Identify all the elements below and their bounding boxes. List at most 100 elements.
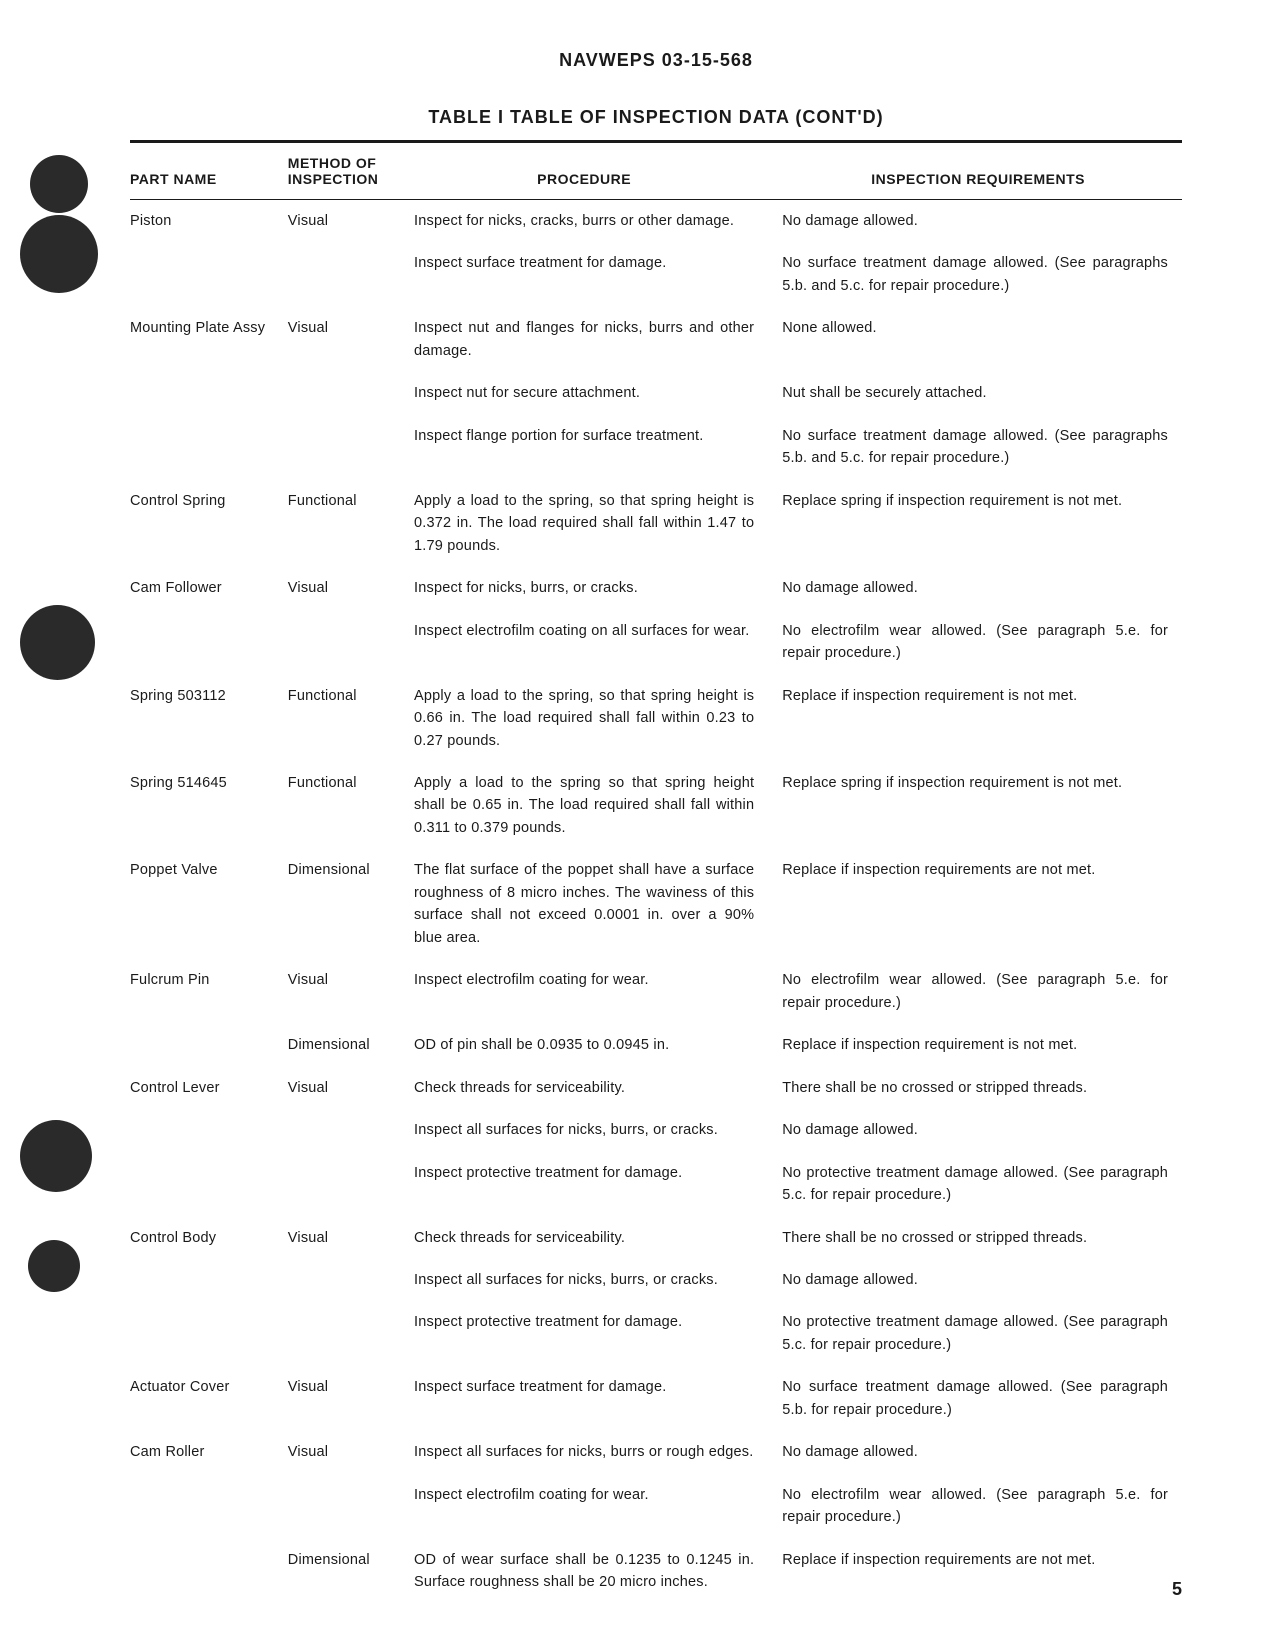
cell-requirement: No electrofilm wear allowed. (See paragr… [782,610,1182,675]
punch-hole [20,215,98,293]
cell-method [288,1301,414,1366]
cell-procedure: Inspect electrofilm coating for wear. [414,959,782,1024]
table-row: Mounting Plate AssyVisualInspect nut and… [130,307,1182,372]
table-row: PistonVisualInspect for nicks, cracks, b… [130,200,1182,243]
cell-method [288,242,414,307]
cell-method: Dimensional [288,849,414,959]
col-header-method-l2: INSPECTION [288,171,379,187]
table-row: Inspect electrofilm coating for wear.No … [130,1474,1182,1539]
cell-method: Functional [288,480,414,567]
cell-method: Visual [288,307,414,372]
table-row: Cam FollowerVisualInspect for nicks, bur… [130,567,1182,609]
cell-procedure: Inspect flange portion for surface treat… [414,415,782,480]
cell-requirement: Replace if inspection requirement is not… [782,1024,1182,1066]
cell-procedure: Inspect all surfaces for nicks, burrs or… [414,1431,782,1473]
punch-hole [28,1240,80,1292]
cell-method: Visual [288,1067,414,1109]
cell-part-name [130,1474,288,1539]
cell-procedure: OD of pin shall be 0.0935 to 0.0945 in. [414,1024,782,1066]
table-row: Inspect protective treatment for damage.… [130,1301,1182,1366]
cell-procedure: Inspect protective treatment for damage. [414,1301,782,1366]
punch-hole [30,155,88,213]
cell-part-name: Control Spring [130,480,288,567]
cell-part-name [130,1301,288,1366]
table-row: Control LeverVisualCheck threads for ser… [130,1067,1182,1109]
table-row: DimensionalOD of pin shall be 0.0935 to … [130,1024,1182,1066]
cell-procedure: Apply a load to the spring so that sprin… [414,762,782,849]
cell-requirement: No surface treatment damage allowed. (Se… [782,242,1182,307]
cell-procedure: Inspect all surfaces for nicks, burrs, o… [414,1259,782,1301]
table-row: Inspect protective treatment for damage.… [130,1152,1182,1217]
page-number: 5 [1172,1579,1182,1600]
table-row: Poppet ValveDimensionalThe flat surface … [130,849,1182,959]
cell-procedure: Inspect for nicks, burrs, or cracks. [414,567,782,609]
table-row: Inspect electrofilm coating on all surfa… [130,610,1182,675]
table-header-row: PART NAME METHOD OF INSPECTION PROCEDURE… [130,142,1182,200]
table-row: Cam RollerVisualInspect all surfaces for… [130,1431,1182,1473]
cell-procedure: Inspect all surfaces for nicks, burrs, o… [414,1109,782,1151]
cell-method [288,1109,414,1151]
table-row: Control BodyVisualCheck threads for serv… [130,1217,1182,1259]
cell-procedure: Check threads for serviceability. [414,1067,782,1109]
cell-procedure: Inspect surface treatment for damage. [414,1366,782,1431]
cell-procedure: OD of wear surface shall be 0.1235 to 0.… [414,1539,782,1604]
cell-part-name: Piston [130,200,288,243]
cell-method: Dimensional [288,1024,414,1066]
cell-requirement: No damage allowed. [782,200,1182,243]
cell-requirement: No surface treatment damage allowed. (Se… [782,1366,1182,1431]
table-row: Control SpringFunctionalApply a load to … [130,480,1182,567]
cell-requirement: No damage allowed. [782,1259,1182,1301]
cell-requirement: No electrofilm wear allowed. (See paragr… [782,1474,1182,1539]
cell-method: Visual [288,1217,414,1259]
cell-method: Visual [288,1366,414,1431]
cell-part-name: Poppet Valve [130,849,288,959]
table-row: Spring 514645FunctionalApply a load to t… [130,762,1182,849]
table-row: Inspect flange portion for surface treat… [130,415,1182,480]
col-header-procedure: PROCEDURE [414,142,782,200]
table-body: PistonVisualInspect for nicks, cracks, b… [130,200,1182,1604]
cell-part-name [130,610,288,675]
table-row: Inspect nut for secure attachment.Nut sh… [130,372,1182,414]
cell-method [288,372,414,414]
inspection-data-table: PART NAME METHOD OF INSPECTION PROCEDURE… [130,140,1182,1604]
cell-part-name [130,1024,288,1066]
cell-requirement: No damage allowed. [782,567,1182,609]
table-row: Spring 503112FunctionalApply a load to t… [130,675,1182,762]
cell-method: Dimensional [288,1539,414,1604]
cell-method: Visual [288,567,414,609]
punch-hole [20,605,95,680]
cell-requirement: There shall be no crossed or stripped th… [782,1217,1182,1259]
cell-requirement: No protective treatment damage allowed. … [782,1152,1182,1217]
cell-part-name [130,1109,288,1151]
cell-part-name: Control Lever [130,1067,288,1109]
cell-requirement: No damage allowed. [782,1109,1182,1151]
cell-requirement: Replace if inspection requirements are n… [782,849,1182,959]
col-header-method: METHOD OF INSPECTION [288,142,414,200]
cell-part-name: Cam Roller [130,1431,288,1473]
cell-procedure: Inspect surface treatment for damage. [414,242,782,307]
table-row: Inspect all surfaces for nicks, burrs, o… [130,1259,1182,1301]
cell-procedure: Inspect protective treatment for damage. [414,1152,782,1217]
cell-part-name [130,415,288,480]
col-header-method-l1: METHOD OF [288,155,377,171]
cell-requirement: No electrofilm wear allowed. (See paragr… [782,959,1182,1024]
cell-method: Functional [288,762,414,849]
cell-requirement: Nut shall be securely attached. [782,372,1182,414]
cell-part-name: Spring 503112 [130,675,288,762]
cell-requirement: None allowed. [782,307,1182,372]
cell-part-name: Fulcrum Pin [130,959,288,1024]
cell-procedure: Inspect electrofilm coating on all surfa… [414,610,782,675]
cell-method: Visual [288,959,414,1024]
cell-method: Visual [288,1431,414,1473]
cell-part-name [130,372,288,414]
cell-method [288,1259,414,1301]
cell-requirement: Replace spring if inspection requirement… [782,480,1182,567]
cell-part-name [130,242,288,307]
cell-part-name: Control Body [130,1217,288,1259]
cell-procedure: Apply a load to the spring, so that spri… [414,675,782,762]
cell-requirement: Replace if inspection requirements are n… [782,1539,1182,1604]
table-row: Fulcrum PinVisualInspect electrofilm coa… [130,959,1182,1024]
table-title: TABLE I TABLE OF INSPECTION DATA (CONT'D… [130,107,1182,128]
cell-requirement: No surface treatment damage allowed. (Se… [782,415,1182,480]
cell-requirement: There shall be no crossed or stripped th… [782,1067,1182,1109]
